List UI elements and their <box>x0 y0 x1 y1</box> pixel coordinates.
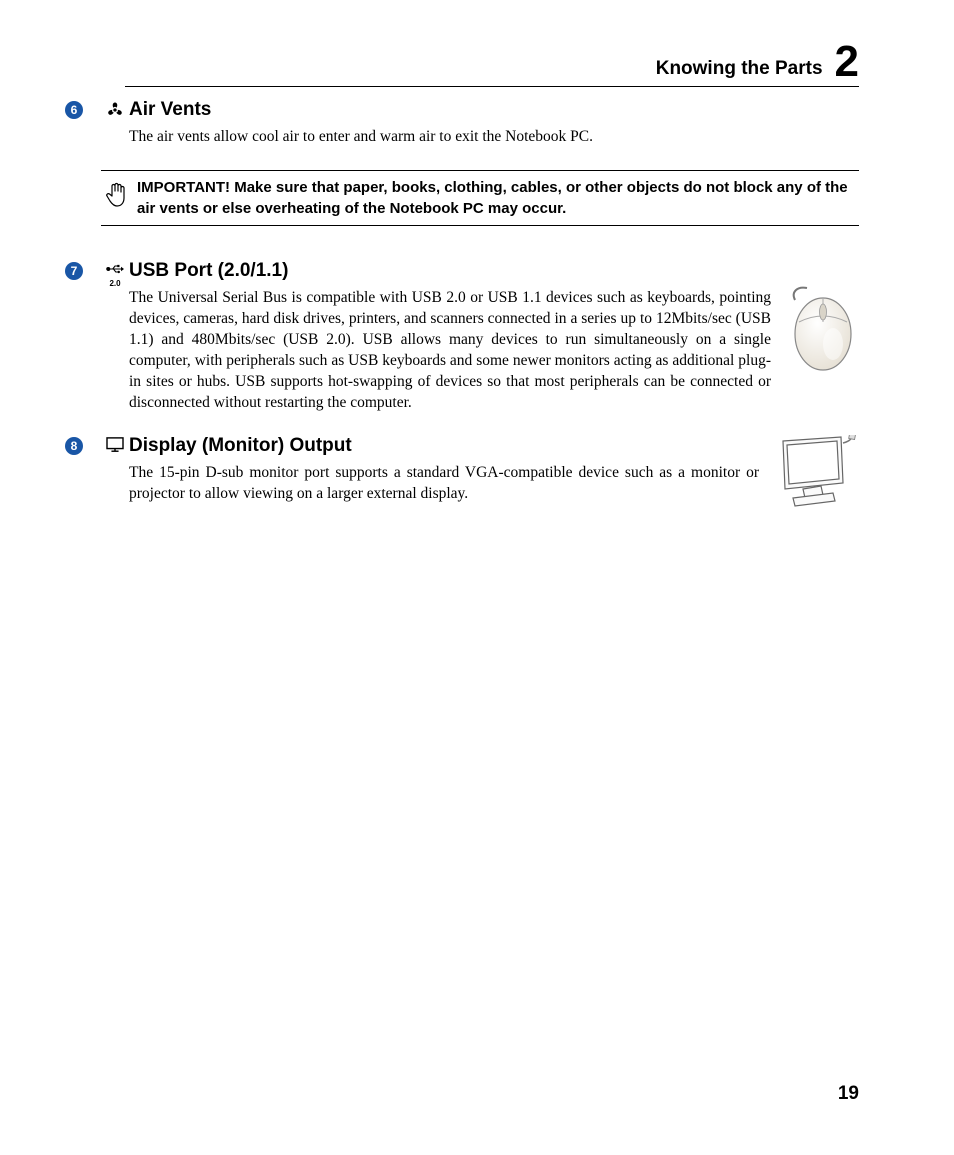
icon-col <box>101 435 129 458</box>
section-title: USB Port (2.0/1.1) <box>129 260 859 282</box>
section-title: Air Vents <box>129 99 859 121</box>
section-title: Display (Monitor) Output <box>129 435 859 457</box>
header-title: Knowing the Parts <box>656 58 823 84</box>
section-body: The 15-pin D-sub monitor port supports a… <box>129 463 859 505</box>
chapter-number: 2 <box>835 40 859 84</box>
section-body: The air vents allow cool air to enter an… <box>129 127 859 148</box>
monitor-illustration <box>773 435 859 518</box>
page-header: Knowing the Parts 2 <box>125 40 859 87</box>
icon-col <box>101 99 129 124</box>
section-air-vents: 6 Air Vents The air vents allow cool air… <box>65 99 859 148</box>
hand-icon <box>101 177 133 213</box>
content-col: USB Port (2.0/1.1) The Universal Serial … <box>129 260 859 414</box>
content-col: Air Vents The air vents allow cool air t… <box>129 99 859 148</box>
important-note: IMPORTANT! Make sure that paper, books, … <box>101 170 859 226</box>
section-body: The Universal Serial Bus is compatible w… <box>129 288 859 414</box>
monitor-icon <box>106 437 124 458</box>
page-number: 19 <box>838 1083 859 1105</box>
badge-7: 7 <box>65 262 83 280</box>
badge-col: 8 <box>65 435 101 455</box>
fan-icon <box>106 101 124 124</box>
badge-6: 6 <box>65 101 83 119</box>
badge-8: 8 <box>65 437 83 455</box>
icon-col: 2.0 <box>101 260 129 288</box>
usb-version-label: 2.0 <box>101 280 129 288</box>
section-usb-port: 7 2.0 USB Port (2.0/1.1) The Universal S… <box>65 260 859 414</box>
badge-col: 6 <box>65 99 101 119</box>
mouse-illustration <box>787 282 859 379</box>
content-col: Display (Monitor) Output The 15-pin D-su… <box>129 435 859 505</box>
badge-col: 7 <box>65 260 101 280</box>
usb-icon <box>106 262 124 279</box>
note-text: IMPORTANT! Make sure that paper, books, … <box>133 177 851 219</box>
section-display-output: 8 Display (Monitor) Output The 15-pin D-… <box>65 435 859 505</box>
